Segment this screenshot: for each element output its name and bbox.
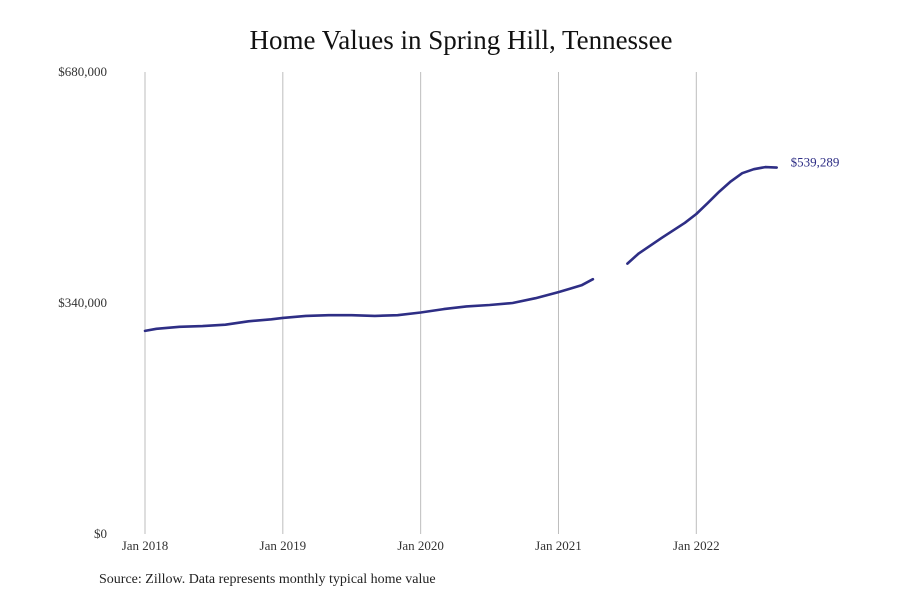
x-tick-label-3: Jan 2021 bbox=[535, 538, 582, 553]
y-tick-label-2: $680,000 bbox=[58, 64, 107, 79]
series-line-segment-1 bbox=[626, 165, 779, 265]
y-tick-label-1: $340,000 bbox=[58, 295, 107, 310]
chart-title: Home Values in Spring Hill, Tennessee bbox=[249, 25, 673, 55]
x-tick-label-4: Jan 2022 bbox=[673, 538, 720, 553]
x-tick-label-1: Jan 2019 bbox=[260, 538, 307, 553]
y-tick-label-0: $0 bbox=[94, 526, 107, 541]
series-line-segment-0 bbox=[143, 277, 595, 333]
end-value-label: $539,289 bbox=[791, 155, 840, 170]
x-tick-label-2: Jan 2020 bbox=[397, 538, 444, 553]
source-note: Source: Zillow. Data represents monthly … bbox=[99, 572, 436, 587]
x-tick-label-0: Jan 2018 bbox=[122, 538, 169, 553]
